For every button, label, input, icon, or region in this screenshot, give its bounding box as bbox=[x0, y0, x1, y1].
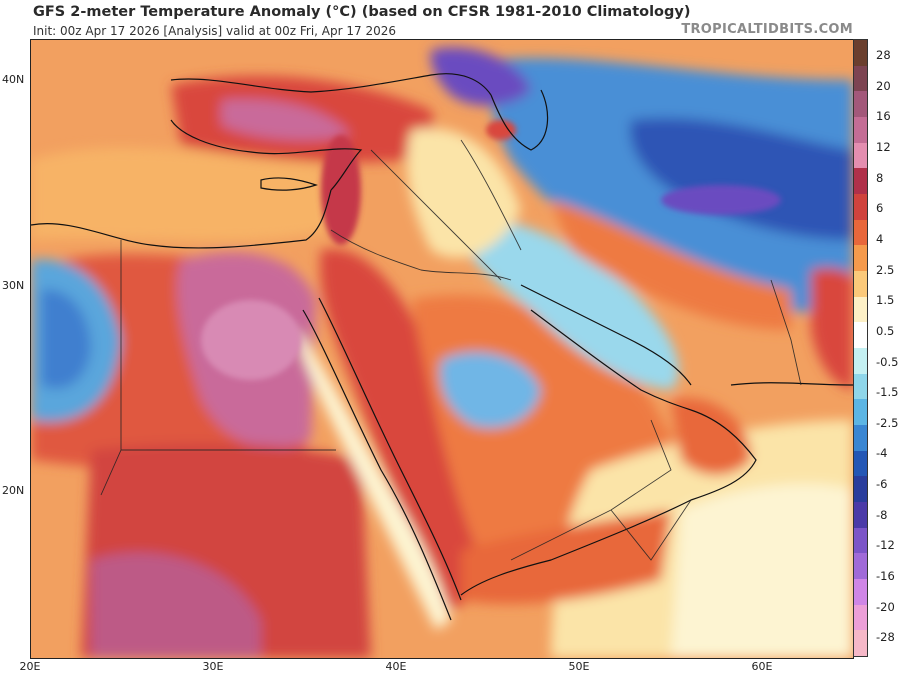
colorbar-cell bbox=[854, 527, 867, 554]
anomaly-map bbox=[30, 39, 854, 659]
colorbar-cell bbox=[854, 450, 867, 477]
colorbar-cell bbox=[854, 91, 867, 118]
colorbar-label: 2.5 bbox=[876, 262, 895, 277]
iraq-border bbox=[370, 149, 502, 281]
levant-hot-spot bbox=[321, 135, 361, 245]
map-subtitle: Init: 00z Apr 17 2026 [Analysis] valid a… bbox=[33, 24, 396, 38]
saudi-south-border bbox=[510, 419, 672, 561]
lon-label-50e: 50E bbox=[568, 660, 590, 673]
colorbar-cell bbox=[854, 425, 867, 452]
colorbar-cell bbox=[854, 322, 867, 349]
gulf-north-coast bbox=[520, 284, 692, 386]
lat-label-30n: 30N bbox=[2, 279, 25, 292]
colorbar-cell bbox=[854, 604, 867, 631]
colorbar-label: -0.5 bbox=[876, 354, 899, 369]
lon-label-30e: 30E bbox=[202, 660, 224, 673]
colorbar-cell bbox=[854, 40, 867, 67]
mediterranean-field bbox=[31, 147, 331, 241]
colorbar-cell bbox=[854, 553, 867, 580]
colorbar-label: 16 bbox=[876, 109, 891, 124]
iran-cold-spot bbox=[661, 185, 781, 215]
anomaly-fields bbox=[31, 47, 853, 658]
colorbar-cell bbox=[854, 271, 867, 298]
colorbar-cell bbox=[854, 194, 867, 221]
map-title: GFS 2-meter Temperature Anomaly (°C) (ba… bbox=[33, 4, 691, 20]
black-sea-coast bbox=[170, 73, 492, 96]
nile-hot-spot bbox=[201, 300, 301, 380]
lon-label-40e: 40E bbox=[385, 660, 407, 673]
zagros-warm-field bbox=[551, 200, 791, 330]
colorbar-label: 0.5 bbox=[876, 323, 895, 338]
coastlines bbox=[31, 73, 853, 621]
brand-watermark: TROPICALTIDBITS.COM bbox=[681, 22, 853, 37]
colorbar-cell bbox=[854, 117, 867, 144]
colorbar-label: -16 bbox=[876, 569, 895, 584]
caucasus-field bbox=[430, 47, 531, 106]
najd-cool-field bbox=[439, 351, 541, 429]
colorbar-label: -20 bbox=[876, 599, 895, 614]
colorbar-cell bbox=[854, 579, 867, 606]
colorbar-label: -6 bbox=[876, 477, 888, 492]
arabian-sea-pale-field bbox=[671, 484, 853, 658]
gulf-south-coast bbox=[530, 309, 692, 411]
lon-label-60e: 60E bbox=[751, 660, 773, 673]
red-sea-west-coast bbox=[302, 309, 452, 621]
yemen-oman-border bbox=[610, 499, 692, 561]
borders bbox=[100, 139, 802, 561]
syria-saudi-border bbox=[330, 229, 512, 281]
colorbar-cell bbox=[854, 219, 867, 246]
cyprus bbox=[260, 177, 318, 191]
anomaly-map-svg bbox=[31, 40, 853, 658]
colorbar-cell bbox=[854, 65, 867, 92]
iran-cold-field bbox=[630, 117, 853, 240]
libya-cold-field bbox=[41, 289, 91, 389]
iran-pakistan-border bbox=[770, 279, 802, 386]
lon-label-20e: 20E bbox=[19, 660, 41, 673]
colorbar-cell bbox=[854, 245, 867, 272]
colorbar-label: -1.5 bbox=[876, 385, 899, 400]
colorbar-cell bbox=[854, 373, 867, 400]
lat-label-20n: 20N bbox=[2, 484, 25, 497]
pakistan-field bbox=[811, 268, 853, 390]
colorbar-label: 8 bbox=[876, 170, 884, 185]
colorbar-label: 28 bbox=[876, 48, 891, 62]
iran-iraq-border bbox=[460, 139, 522, 251]
colorbar-label: -4 bbox=[876, 446, 888, 461]
colorbar-cell bbox=[854, 168, 867, 195]
sudan-pink-field bbox=[91, 552, 261, 658]
red-sea-east-coast bbox=[318, 297, 462, 601]
colorbar-label: -8 bbox=[876, 507, 888, 522]
turkey-pink-field bbox=[221, 99, 351, 141]
colorbar-cell bbox=[854, 296, 867, 323]
turkey-south-coast bbox=[170, 119, 363, 191]
red-sea-field bbox=[296, 330, 451, 630]
colorbar-label: 20 bbox=[876, 78, 891, 93]
lat-label-40n: 40N bbox=[2, 73, 25, 86]
colorbar bbox=[853, 39, 868, 657]
yemen-field bbox=[461, 510, 671, 604]
colorbar-cell bbox=[854, 502, 867, 529]
colorbar-cell bbox=[854, 476, 867, 503]
makran-coast bbox=[730, 382, 853, 386]
colorbar-cell bbox=[854, 630, 867, 657]
arabian-south-coast bbox=[460, 409, 757, 596]
colorbar-label: 6 bbox=[876, 201, 884, 216]
north-africa-coast bbox=[31, 189, 332, 249]
colorbar-label: 4 bbox=[876, 231, 884, 246]
caspian-warm-spot bbox=[486, 120, 516, 140]
colorbar-label: 12 bbox=[876, 139, 891, 154]
colorbar-cell bbox=[854, 348, 867, 375]
oman-field bbox=[671, 398, 751, 475]
colorbar-label: -12 bbox=[876, 538, 895, 553]
iraq-field bbox=[407, 128, 521, 258]
caspian-coast bbox=[490, 89, 549, 151]
gulf-cool-field bbox=[451, 218, 679, 390]
colorbar-cell bbox=[854, 142, 867, 169]
colorbar-label: -28 bbox=[876, 630, 895, 645]
colorbar-label: -2.5 bbox=[876, 415, 899, 430]
colorbar-cell bbox=[854, 399, 867, 426]
colorbar-label: 1.5 bbox=[876, 293, 895, 308]
